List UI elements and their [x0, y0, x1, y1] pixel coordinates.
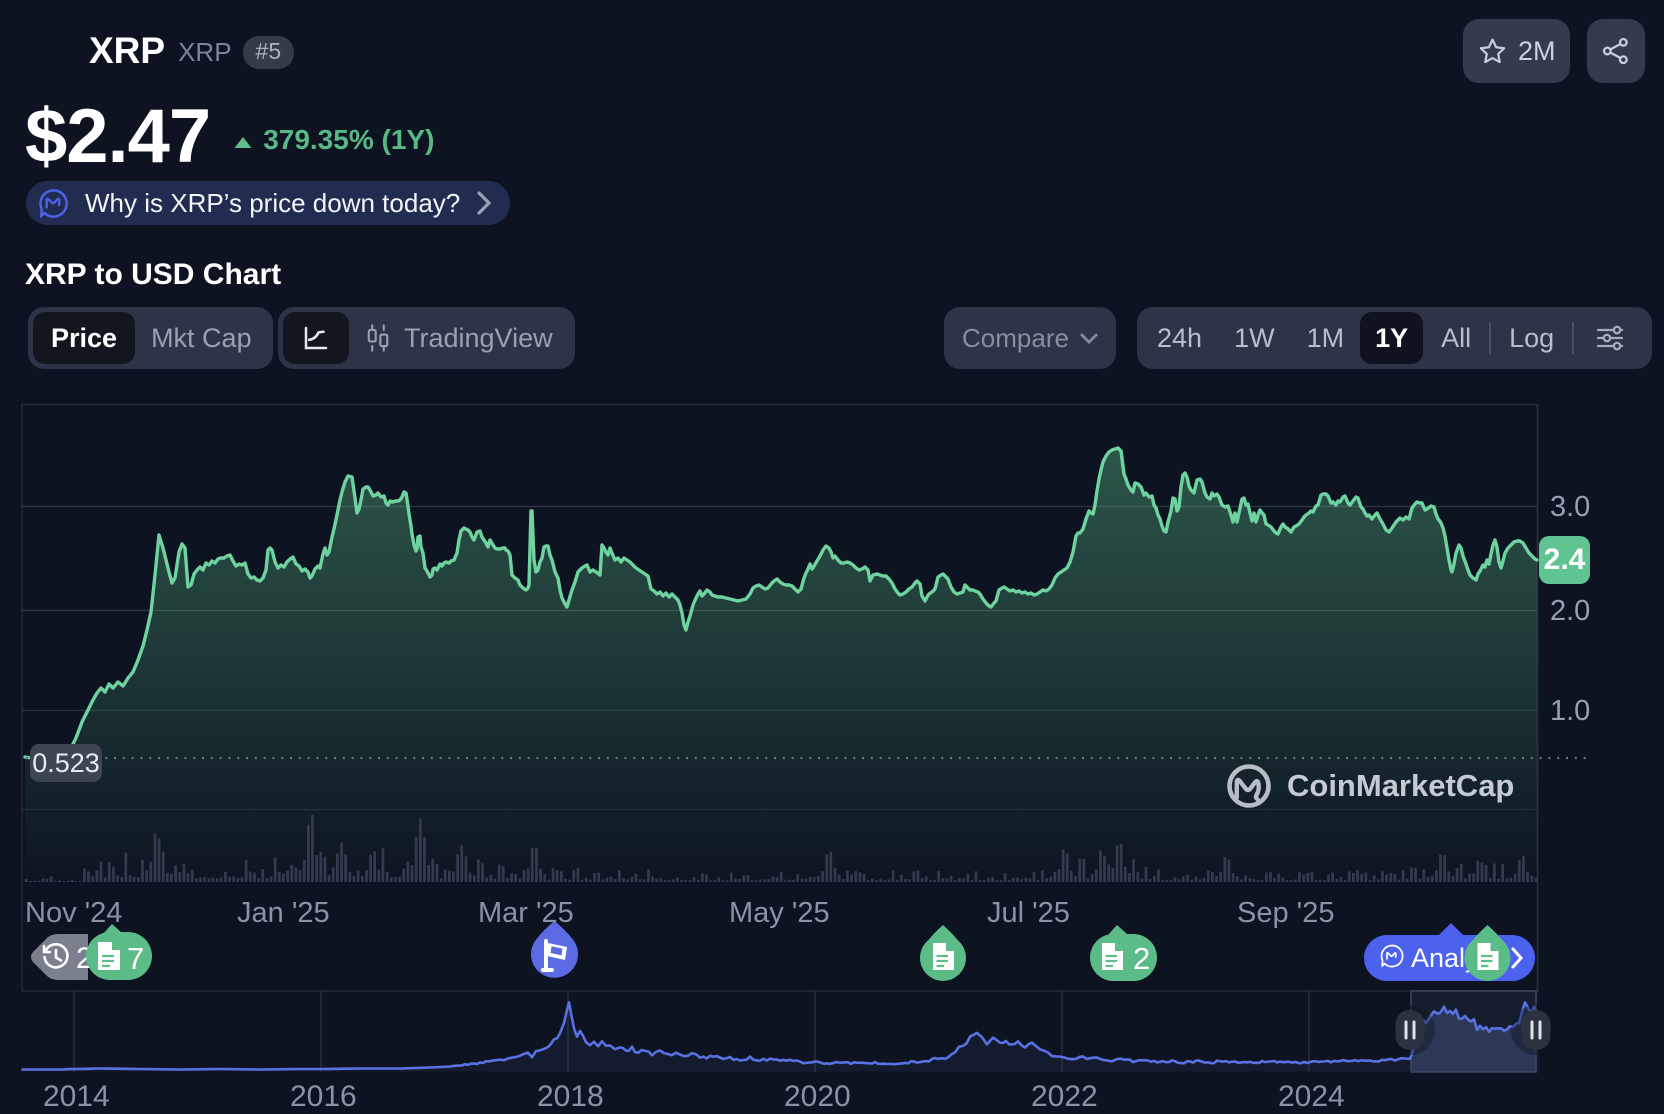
svg-text:2: 2	[1133, 941, 1150, 976]
svg-text:CoinMarketCap: CoinMarketCap	[1287, 768, 1514, 803]
svg-text:7: 7	[127, 941, 144, 976]
